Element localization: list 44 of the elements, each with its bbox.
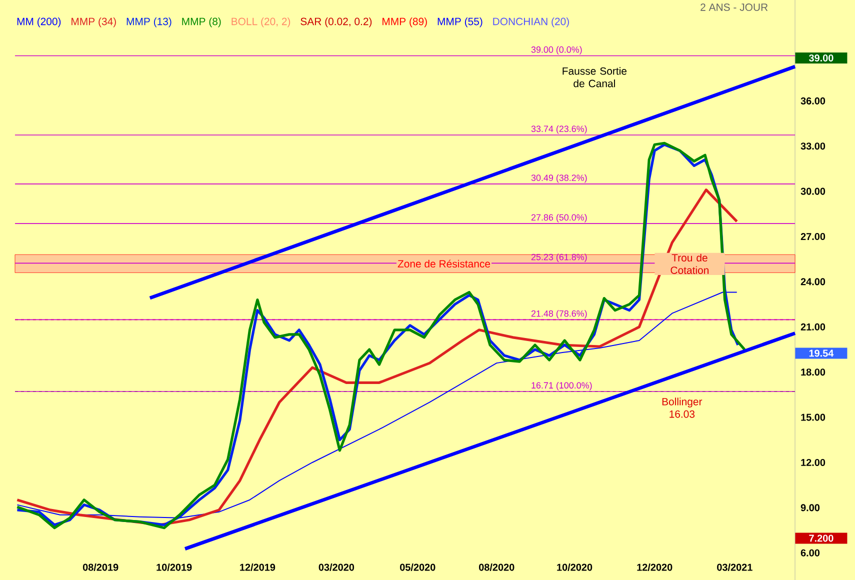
y-tick-label: 18.00 xyxy=(801,368,826,376)
x-tick-label: 03/2021 xyxy=(717,564,752,571)
text: 19.54 xyxy=(809,350,834,357)
ref-line-label: 27.86 (50.0%) xyxy=(531,214,587,222)
y-tick-label: 12.00 xyxy=(801,458,826,466)
annotation: MMP (55) xyxy=(438,18,482,28)
x-tick-label: 12/2020 xyxy=(637,564,672,571)
annotation: SAR (0.02, 0.2) xyxy=(300,18,372,28)
y-tick-label: 30.00 xyxy=(800,188,826,195)
ref-line-label: 21.48 (78.6%) xyxy=(531,310,587,318)
annotation: DONCHIAN (20) xyxy=(493,18,569,28)
x-tick-label: 03/2020 xyxy=(318,564,354,571)
y-tick-label: 27.00 xyxy=(800,232,826,240)
ref-line-label: 16.71 (100.0%) xyxy=(532,382,592,390)
y-tick-label: 9.00 xyxy=(800,504,820,512)
chart-subtitle: 2 ANS - JOUR xyxy=(700,4,768,11)
annotation: Bollinger 16.03 xyxy=(662,398,702,418)
ref-line-label: 30.49 (38.2%) xyxy=(531,174,587,183)
x-tick-label: 05/2020 xyxy=(400,564,436,571)
annotation: Fausse Sortie de Canal xyxy=(562,67,627,88)
text: MMP (34) xyxy=(72,18,116,28)
y-tick-label: 21.00 xyxy=(800,323,826,330)
text: MMP (13) xyxy=(126,18,172,28)
y-tick-label: 24.00 xyxy=(800,278,826,286)
text: 39.00 xyxy=(808,54,834,62)
x-tick-label: 10/2020 xyxy=(557,564,592,571)
ref-line-label: 25.23 (61.8%) xyxy=(531,254,587,262)
annotation: Trou de Cotation xyxy=(670,254,709,274)
y-tick-label: 15.00 xyxy=(801,414,826,421)
band-label: Zone de Résistance xyxy=(398,260,490,268)
y-tick-label: 6.00 xyxy=(800,549,820,556)
text: MMP (8) xyxy=(182,18,221,28)
y-tick-label: 36.00 xyxy=(800,97,826,104)
ref-line-label: 39.00 (0.0%) xyxy=(531,46,582,55)
annotation: BOLL (20, 2) xyxy=(232,18,290,28)
y-tick-label: 33.00 xyxy=(800,142,826,150)
x-tick-label: 08/2019 xyxy=(82,564,118,571)
annotation: MMP (89) xyxy=(382,18,427,28)
x-tick-label: 10/2019 xyxy=(156,564,192,571)
text: MM (200) xyxy=(17,18,61,28)
x-tick-label: 08/2020 xyxy=(479,564,514,571)
x-tick-label: 12/2019 xyxy=(240,564,276,571)
text: 7.200 xyxy=(809,534,834,542)
ref-line-label: 33.74 (23.6%) xyxy=(531,125,587,134)
